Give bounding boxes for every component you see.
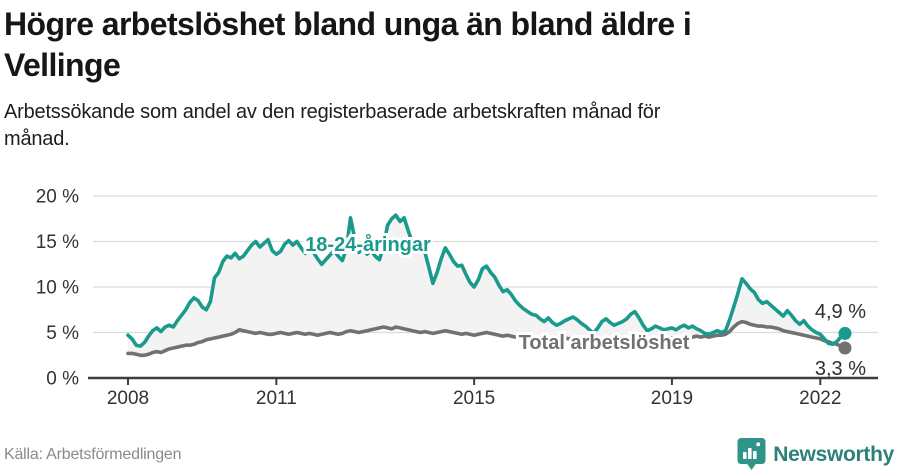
x-tick-label-2008: 2008 <box>107 388 149 409</box>
source-note: Källa: Arbetsförmedlingen <box>4 446 182 463</box>
subtitle-line-2: månad. <box>4 128 70 150</box>
subtitle-line-1: Arbetssökande som andel av den registerb… <box>4 101 661 123</box>
end-dot-total <box>838 341 852 355</box>
end-value-label-total: 3,3 % <box>815 358 866 380</box>
x-tick-label-2019: 2019 <box>651 388 693 409</box>
end-value-label-young: 4,9 % <box>815 301 866 323</box>
chart-header: Högre arbetslöshet bland unga än bland ä… <box>4 4 896 153</box>
y-tick-label-10: 10 % <box>36 278 79 299</box>
x-tick-label-2015: 2015 <box>453 388 495 409</box>
series-label-young: 18-24-åringar <box>305 233 431 256</box>
title-line-2: Vellinge <box>4 47 121 83</box>
series-label-total: Total arbetslöshet <box>519 332 690 354</box>
chart-subtitle: Arbetssökande som andel av den registerb… <box>4 99 896 153</box>
x-tick-label-2022: 2022 <box>799 388 841 409</box>
x-tick-label-2011: 2011 <box>256 388 297 409</box>
y-tick-label-15: 15 % <box>36 232 79 253</box>
y-tick-label-0: 0 % <box>46 369 79 390</box>
series-line-total <box>126 319 847 358</box>
title-line-1: Högre arbetslöshet bland unga än bland ä… <box>4 6 692 42</box>
newsworthy-wordmark: Newsworthy <box>773 442 894 466</box>
area-between-series <box>128 215 845 356</box>
newsworthy-bubble-barchart-icon <box>737 438 766 470</box>
end-dot-young <box>838 326 852 340</box>
page-title: Högre arbetslöshet bland unga än bland ä… <box>4 4 896 86</box>
newsworthy-logo: Newsworthy <box>737 437 894 471</box>
series-line-young <box>126 213 847 348</box>
y-tick-label-20: 20 % <box>36 187 79 208</box>
y-tick-label-5: 5 % <box>46 323 79 344</box>
